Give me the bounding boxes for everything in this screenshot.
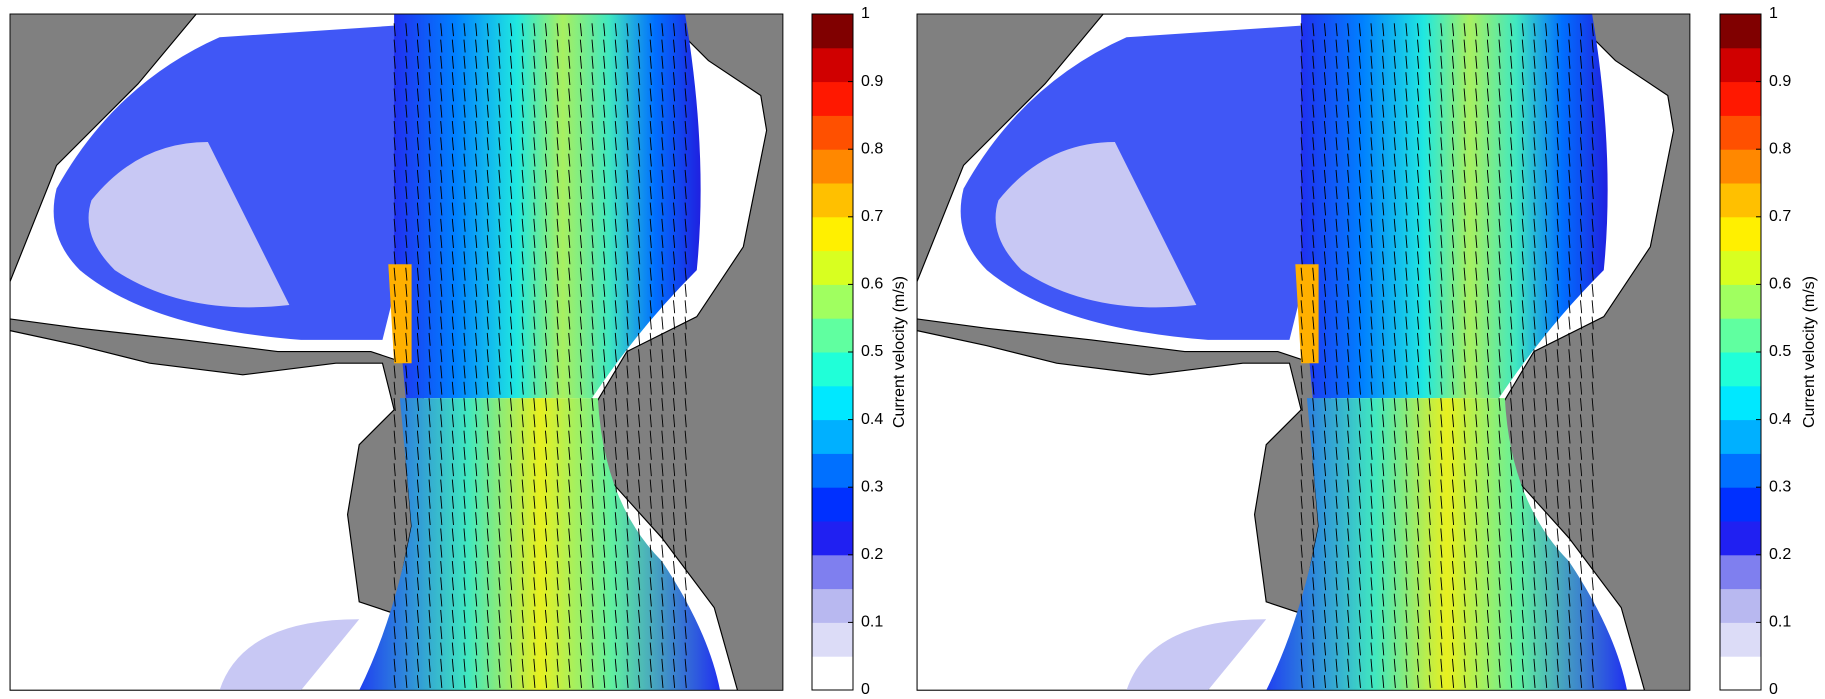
colorbar-band <box>812 217 853 251</box>
colorbar-band <box>1720 318 1761 352</box>
colorbar-tick-label: 0.7 <box>861 208 883 225</box>
velocity-field <box>917 14 1690 690</box>
colorbar-tick-label: 0.1 <box>1769 614 1791 631</box>
colorbar-band <box>1720 555 1761 589</box>
colorbar-band <box>812 251 853 285</box>
colorbar-label: Current velocity (m/s) <box>1801 276 1818 428</box>
colorbar-band <box>812 521 853 555</box>
colorbar-band <box>812 453 853 487</box>
colorbar-tick-label: 0.4 <box>1769 411 1791 428</box>
map-panel <box>917 14 1690 690</box>
colorbar-band <box>1720 284 1761 318</box>
colorbar-tick-label: 0.3 <box>861 478 883 495</box>
colorbar-tick-label: 1 <box>861 5 870 22</box>
colorbar-label: Current velocity (m/s) <box>891 276 908 428</box>
map-panel <box>10 14 783 690</box>
colorbar-tick-label: 0.6 <box>861 276 883 293</box>
colorbar-band <box>1720 251 1761 285</box>
colorbar-band <box>1720 521 1761 555</box>
colorbar-tick-label: 0.6 <box>1769 276 1791 293</box>
colorbar-tick-label: 0.7 <box>1769 208 1791 225</box>
colorbar-tick-label: 0.2 <box>1769 546 1791 563</box>
colorbar-band <box>812 487 853 521</box>
colorbar-band <box>812 622 853 656</box>
colorbar-tick-label: 1 <box>1769 5 1778 22</box>
colorbar-band <box>1720 589 1761 623</box>
colorbar-band <box>812 555 853 589</box>
figure: 0 0.1 0.2 0.3 0.4 0.5 0.6 0.7 0.8 0.9 1 Current vel… <box>0 0 1825 699</box>
colorbar-band <box>812 48 853 82</box>
colorbar-tick-label: 0.3 <box>1769 478 1791 495</box>
colorbar-tick-label: 0.4 <box>861 411 883 428</box>
colorbar-band <box>812 149 853 183</box>
colorbar-band <box>812 352 853 386</box>
colorbar-tick-label: 0.8 <box>1769 140 1791 157</box>
colorbar-band <box>1720 217 1761 251</box>
colorbar-tick-label: 0.5 <box>861 343 883 360</box>
colorbar-tick-label: 0.8 <box>861 140 883 157</box>
colorbar-band <box>812 420 853 454</box>
colorbar-band <box>1720 386 1761 420</box>
colorbar-band <box>1720 48 1761 82</box>
colorbar-band <box>1720 453 1761 487</box>
colorbar-tick-label: 0 <box>1769 681 1778 698</box>
colorbar-tick-label: 0.1 <box>861 614 883 631</box>
colorbar-band <box>1720 352 1761 386</box>
colorbar-band <box>1720 420 1761 454</box>
colorbar-band <box>812 14 853 48</box>
page: 0 0.1 0.2 0.3 0.4 0.5 0.6 0.7 0.8 0.9 1 Current vel… <box>0 0 1825 699</box>
velocity-field <box>10 14 783 690</box>
colorbar-band <box>1720 82 1761 116</box>
colorbar-tick-label: 0.9 <box>861 73 883 90</box>
colorbar-tick-label: 0.2 <box>861 546 883 563</box>
colorbar-band <box>812 183 853 217</box>
colorbar-band <box>1720 183 1761 217</box>
colorbar-tick-label: 0.5 <box>1769 343 1791 360</box>
colorbar-band <box>1720 656 1761 690</box>
colorbar-band <box>1720 115 1761 149</box>
colorbar-band <box>1720 149 1761 183</box>
colorbar-band <box>812 589 853 623</box>
colorbar-band <box>1720 487 1761 521</box>
colorbar-band <box>812 115 853 149</box>
colorbar-band <box>812 318 853 352</box>
colorbar-band <box>812 284 853 318</box>
colorbar-band <box>1720 622 1761 656</box>
colorbar-band <box>812 656 853 690</box>
colorbar-band <box>812 386 853 420</box>
colorbar-band <box>1720 14 1761 48</box>
colorbar-band <box>812 82 853 116</box>
colorbar-tick-label: 0 <box>861 681 870 698</box>
colorbar-tick-label: 0.9 <box>1769 73 1791 90</box>
